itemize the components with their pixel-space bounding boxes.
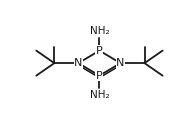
Text: N: N: [116, 58, 125, 68]
Text: NH₂: NH₂: [90, 90, 109, 100]
Text: P: P: [96, 46, 103, 56]
Text: N: N: [74, 58, 83, 68]
Text: P: P: [96, 71, 103, 81]
Text: NH₂: NH₂: [90, 26, 109, 36]
